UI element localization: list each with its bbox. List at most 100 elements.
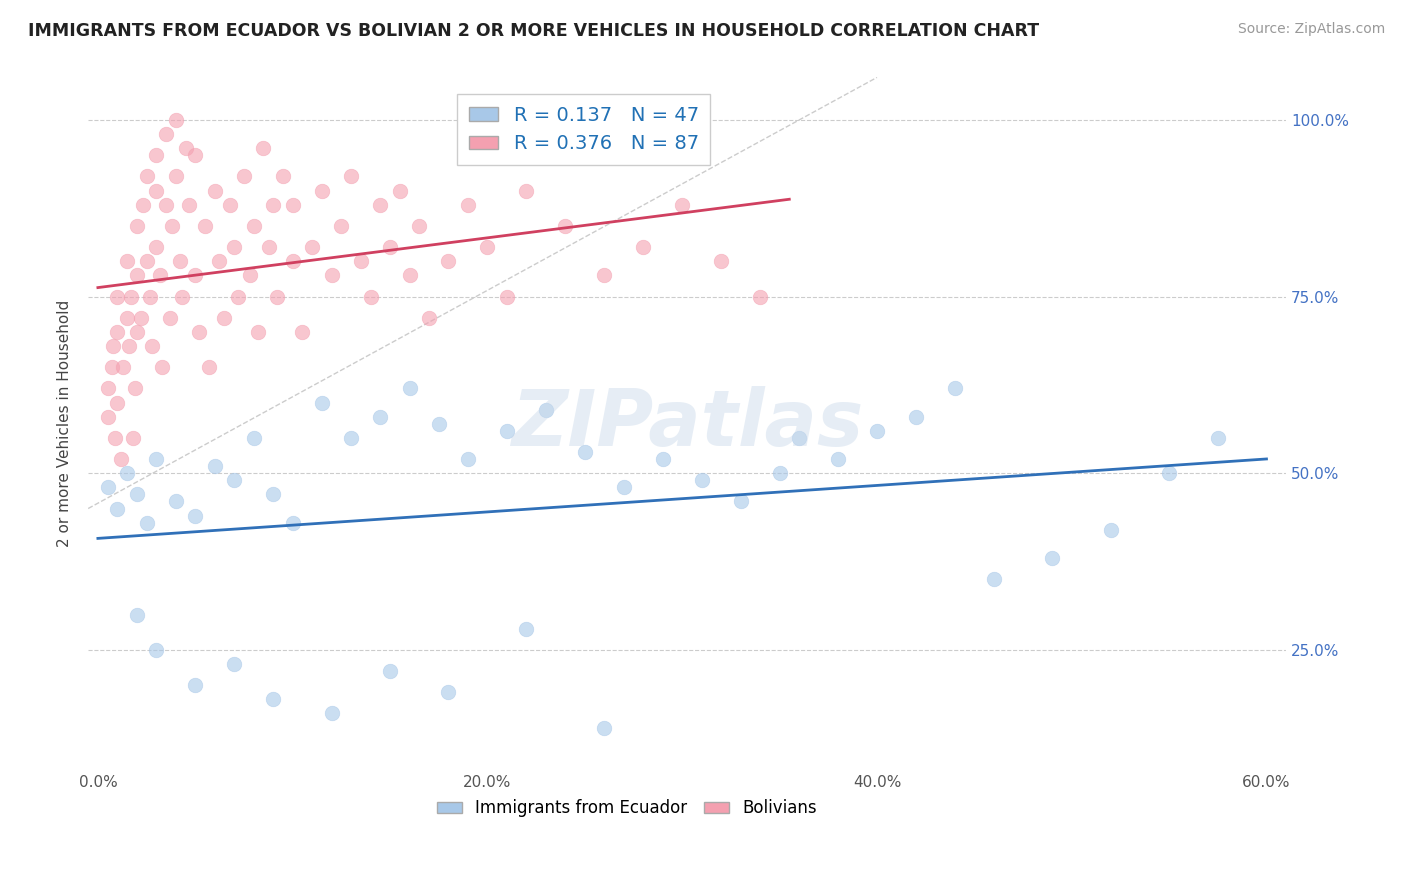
Point [145,148,167,162]
Point [593,268,616,283]
Point [145,240,167,254]
Text: Source: ZipAtlas.com: Source: ZipAtlas.com [1237,22,1385,37]
Point [631,240,654,254]
Point [219,197,242,211]
Point [125,607,148,622]
Point [1159,466,1181,480]
Point [125,268,148,283]
Point [125,487,148,501]
Point [135,254,157,268]
Point [1099,523,1122,537]
Text: IMMIGRANTS FROM ECUADOR VS BOLIVIAN 2 OR MORE VEHICLES IN HOUSEHOLD CORRELATION : IMMIGRANTS FROM ECUADOR VS BOLIVIAN 2 OR… [28,22,1039,40]
Point [1040,551,1063,566]
Point [496,424,519,438]
Point [226,289,249,303]
Point [749,289,772,303]
Point [943,381,966,395]
Y-axis label: 2 or more Vehicles in Household: 2 or more Vehicles in Household [58,300,72,548]
Point [321,706,343,721]
Point [457,452,479,467]
Point [139,289,162,303]
Point [1206,431,1229,445]
Point [378,664,401,678]
Point [155,127,177,141]
Point [368,409,391,424]
Point [105,325,128,339]
Point [155,197,177,211]
Point [827,452,849,467]
Point [122,431,145,445]
Point [330,219,353,233]
Point [904,409,927,424]
Point [115,310,138,325]
Point [184,148,207,162]
Point [125,219,148,233]
Point [208,254,231,268]
Point [184,268,207,283]
Point [427,417,450,431]
Point [194,219,217,233]
Point [131,197,153,211]
Point [651,452,673,467]
Point [534,402,557,417]
Point [184,508,207,523]
Point [311,184,333,198]
Point [160,219,183,233]
Point [866,424,889,438]
Point [477,240,499,254]
Point [340,169,363,184]
Point [159,310,181,325]
Point [515,622,537,636]
Point [135,516,157,530]
Point [150,360,173,375]
Point [169,254,191,268]
Point [115,466,138,480]
Point [110,452,132,467]
Point [165,112,187,127]
Point [593,721,616,735]
Point [174,141,197,155]
Point [165,169,187,184]
Point [224,240,246,254]
Point [135,169,157,184]
Point [710,254,733,268]
Point [198,360,221,375]
Point [730,494,752,508]
Text: ZIPatlas: ZIPatlas [510,385,863,462]
Point [145,452,167,467]
Point [97,409,120,424]
Point [204,184,226,198]
Point [242,219,264,233]
Point [170,289,193,303]
Point [983,572,1005,586]
Point [124,381,146,395]
Point [613,480,636,494]
Point [437,685,460,699]
Point [242,431,264,445]
Point [671,197,693,211]
Point [204,459,226,474]
Point [378,240,401,254]
Point [188,325,211,339]
Point [259,240,281,254]
Point [457,197,479,211]
Point [224,473,246,487]
Point [690,473,713,487]
Point [291,325,314,339]
Point [105,395,128,409]
Point [281,254,304,268]
Point [368,197,391,211]
Point [149,268,172,283]
Point [398,268,420,283]
Point [262,197,284,211]
Point [105,289,128,303]
Point [311,395,333,409]
Point [252,141,274,155]
Point [281,516,304,530]
Point [103,339,125,353]
Point [574,445,596,459]
Point [408,219,430,233]
Point [418,310,440,325]
Point [145,643,167,657]
Point [214,310,236,325]
